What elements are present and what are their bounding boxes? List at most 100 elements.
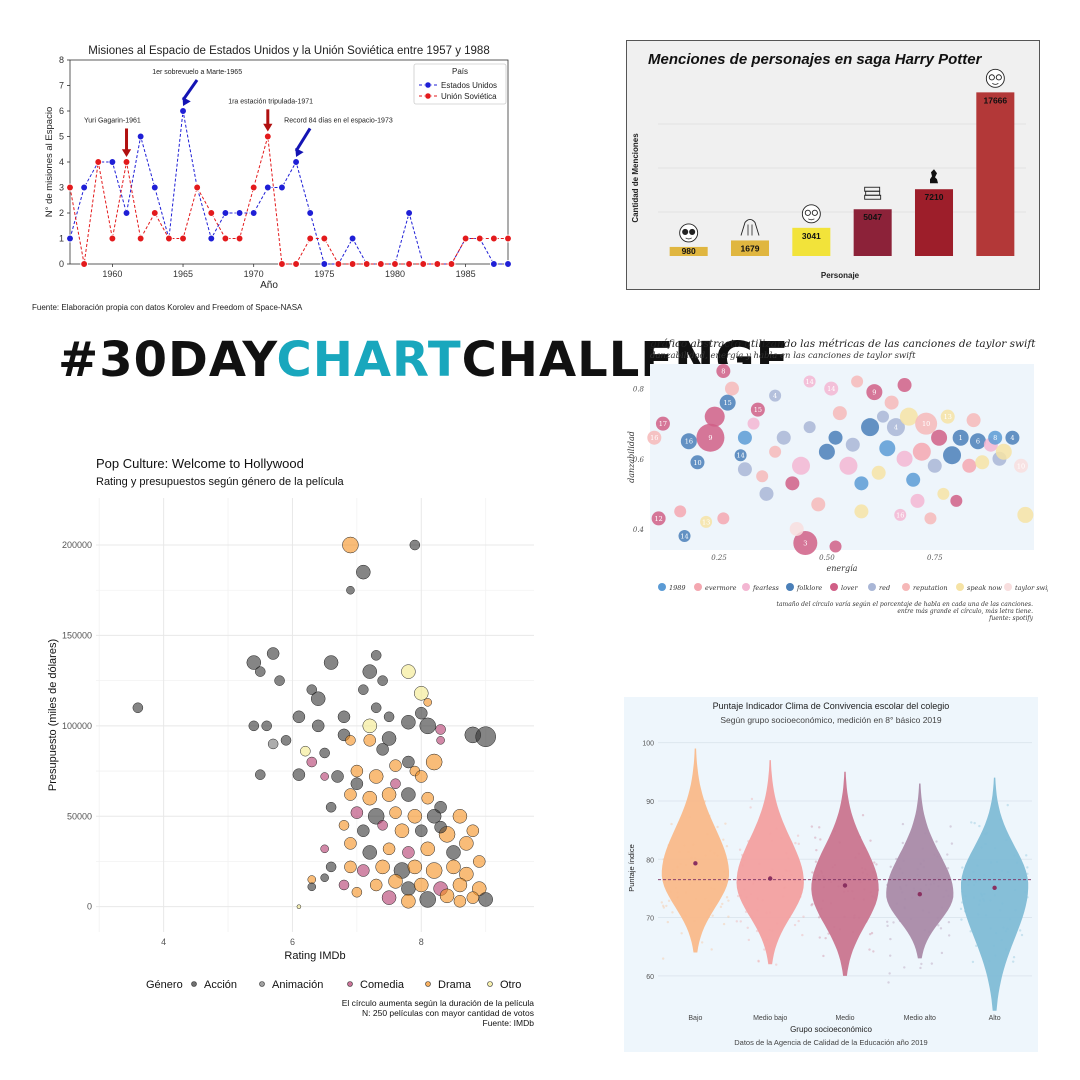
series-point-1 — [66, 183, 74, 192]
movie-point — [466, 891, 480, 904]
y-tick-label: 3 — [59, 183, 64, 193]
jitter-point — [870, 931, 874, 935]
movie-point — [319, 747, 330, 759]
song-point — [1017, 506, 1034, 523]
movie-point — [368, 769, 384, 784]
series-point-1 — [165, 234, 173, 243]
y-tick-label: 200000 — [62, 540, 92, 550]
jitter-point — [711, 914, 714, 917]
legend-swatch — [347, 981, 353, 987]
series-point-0 — [249, 209, 258, 217]
jitter-point — [930, 962, 934, 965]
movie-point — [248, 720, 260, 732]
song-point-label: 8 — [993, 434, 997, 442]
song-point-label: 16 — [650, 434, 658, 442]
movie-point — [362, 664, 377, 679]
movie-point — [388, 874, 403, 889]
legend-swatch — [658, 583, 666, 591]
jitter-point — [662, 906, 666, 909]
chart-subtitle: Rating y presupuestos según género de la… — [96, 476, 345, 488]
movie-point — [446, 859, 461, 875]
song-point — [734, 449, 747, 462]
jitter-point — [661, 957, 665, 960]
legend-label: reputation — [913, 584, 948, 592]
chart-caption: Datos de la Agencia de Calidad de la Edu… — [734, 1038, 927, 1047]
song-point — [818, 443, 835, 460]
movie-point — [415, 824, 428, 837]
movie-point — [425, 862, 443, 879]
movie-point — [419, 891, 436, 908]
x-tick-label: 8 — [419, 937, 424, 947]
song-point — [896, 450, 913, 467]
y-tick-label: 4 — [59, 157, 64, 167]
x-tick-label: 1970 — [244, 269, 264, 279]
legend-swatch — [487, 981, 493, 987]
song-point-label: 13 — [944, 413, 952, 421]
y-tick-label: 50000 — [67, 811, 92, 821]
legend: País Estados Unidos Unión Soviética — [413, 63, 507, 105]
movie-point — [415, 770, 428, 783]
song-point-label: 4 — [894, 424, 898, 432]
song-point — [759, 486, 774, 501]
bar — [976, 92, 1015, 256]
jitter-point — [888, 972, 891, 975]
song-point-label: 15 — [724, 399, 732, 407]
movie-point — [350, 806, 364, 819]
legend-label: red — [879, 584, 890, 592]
movie-point — [381, 787, 397, 802]
series-point-0 — [504, 260, 512, 268]
y-tick-label: 8 — [59, 55, 64, 65]
movie-point — [367, 808, 385, 825]
chart-title: Menciones de personajes en saga Harry Po… — [648, 51, 983, 68]
x-tick-label: 1980 — [385, 269, 405, 279]
jitter-point — [721, 902, 724, 906]
legend-swatch — [425, 981, 431, 987]
series-point-1 — [475, 234, 484, 243]
song-point — [915, 412, 938, 435]
hashtag-highlight: CHART — [276, 332, 462, 388]
series-point-1 — [108, 234, 117, 243]
harry-potter-chart: Menciones de personajes en saga Harry Po… — [626, 40, 1040, 290]
jitter-point — [971, 960, 975, 964]
series-point-1 — [504, 234, 512, 243]
movie-point — [402, 846, 415, 859]
movie-point — [311, 719, 325, 733]
face-shape — [985, 68, 1005, 88]
violin-shape — [736, 760, 804, 965]
jitter-point — [815, 848, 818, 852]
x-tick-label: 1975 — [314, 269, 334, 279]
song-point-label: 4 — [773, 392, 777, 400]
legend-label: Drama — [438, 979, 472, 991]
movie-point — [310, 691, 326, 706]
jitter-point — [738, 848, 742, 851]
series-point-0 — [221, 209, 230, 217]
x-tick-label: Medio bajo — [753, 1015, 787, 1022]
jitter-point — [1012, 955, 1016, 959]
series-point-1 — [419, 260, 428, 268]
song-point — [884, 395, 899, 410]
legend-title: País — [452, 67, 468, 76]
annotation-arrow-head — [121, 149, 132, 157]
series-point-0 — [235, 209, 244, 217]
song-point-label: 1 — [959, 434, 963, 442]
jitter-point — [811, 902, 814, 906]
x-tick-label: Medio alto — [904, 1015, 936, 1022]
song-point — [719, 394, 736, 411]
chess-knight-shape — [930, 169, 938, 184]
series-point-1 — [150, 209, 159, 217]
face-shape — [801, 204, 821, 224]
song-point — [776, 430, 791, 445]
jitter-point — [868, 932, 872, 936]
song-point — [839, 456, 858, 475]
series-point-1 — [179, 234, 187, 243]
chart-note: tamaño del círculo varía según el porcen… — [777, 601, 1034, 622]
violin-shape — [886, 783, 954, 959]
jitter-point — [665, 904, 668, 908]
legend-label: Estados Unidos — [441, 81, 497, 90]
space-missions-chart: Misiones al Espacio de Estados Unidos y … — [32, 45, 512, 312]
jitter-point — [801, 933, 804, 937]
books-icon — [864, 186, 882, 200]
movie-point — [255, 769, 266, 780]
movie-point — [357, 824, 370, 837]
song-point — [931, 429, 948, 446]
